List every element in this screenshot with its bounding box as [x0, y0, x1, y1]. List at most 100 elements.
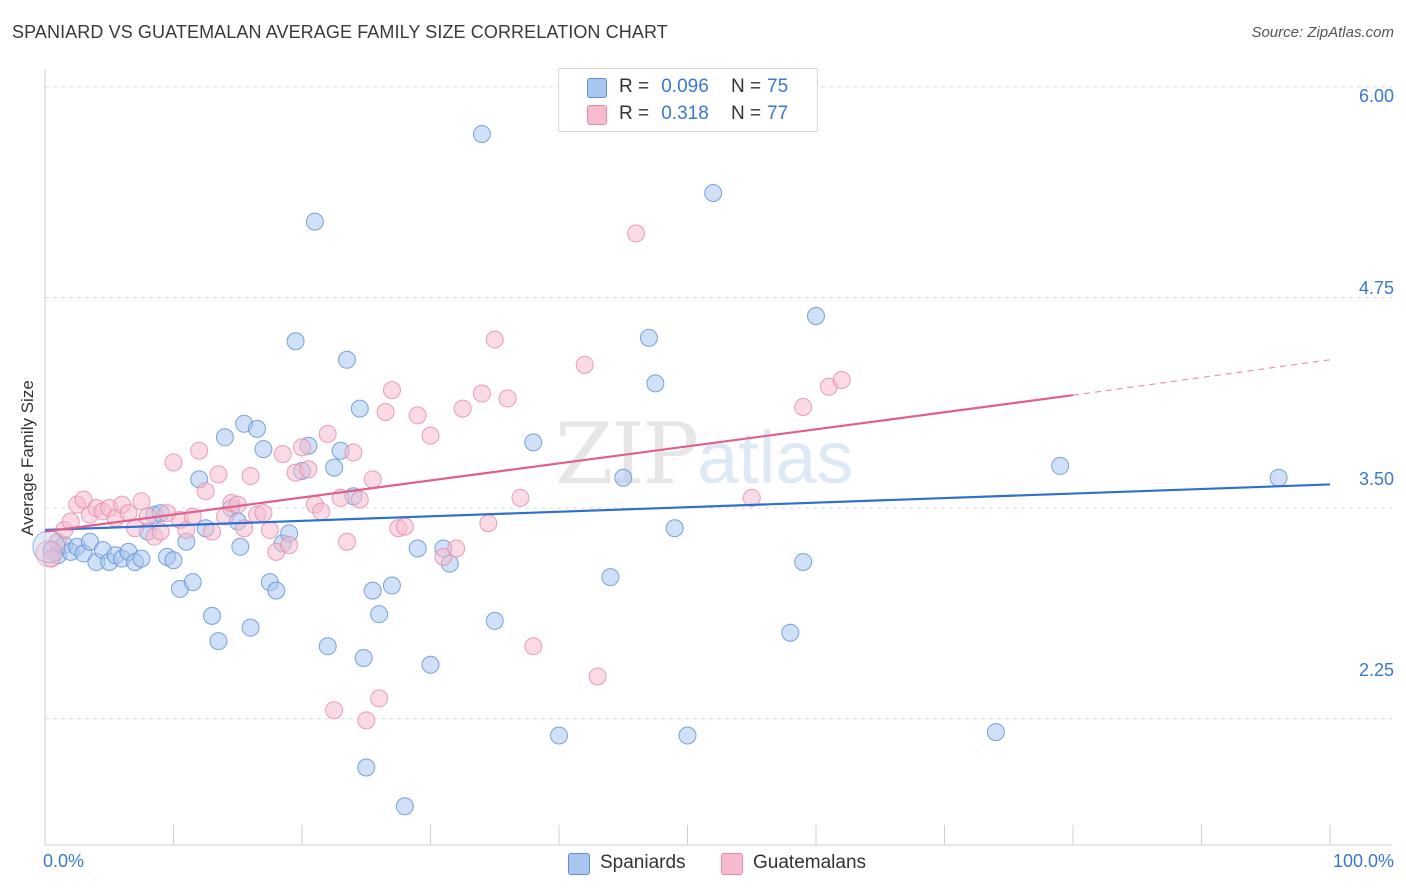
guatemalans-point — [498, 389, 517, 408]
guatemalans-point — [832, 371, 851, 389]
spaniards-point — [472, 125, 491, 144]
y-tick-label-475: 4.75 — [1358, 278, 1394, 298]
spaniards-point — [318, 637, 337, 656]
spaniards-point — [1269, 468, 1288, 487]
x-tick-label-max: 100.0% — [1332, 851, 1394, 871]
guatemalans-point — [408, 406, 427, 425]
watermark: ZIPatlas — [555, 405, 853, 503]
spaniards-point — [241, 618, 260, 637]
spaniards-point — [382, 576, 401, 595]
bottom-legend-swatch-spaniards — [568, 853, 590, 875]
legend-row-guatemalans: R = 0.318 N = 77 — [559, 101, 817, 127]
guatemalans-trend-line — [44, 394, 1074, 533]
legend-swatch-guatemalans — [587, 105, 607, 125]
guatemalans-point — [312, 502, 331, 521]
guatemalans-point — [260, 520, 279, 539]
guatemalans-point — [74, 490, 93, 509]
guatemalans-point — [299, 460, 318, 479]
guatemalans-point — [479, 514, 498, 533]
spaniards-point — [646, 374, 665, 393]
guatemalans-point — [363, 470, 382, 489]
spaniards-point — [209, 632, 228, 651]
guatemalans-point — [794, 397, 813, 416]
spaniards-point — [350, 399, 369, 418]
guatemalans-point — [164, 453, 183, 472]
spaniards-point — [132, 549, 151, 568]
guatemalans-point — [370, 689, 389, 708]
spaniards-point — [248, 419, 267, 438]
guatemalans-point — [421, 426, 440, 445]
legend-n-label: N = — [731, 103, 762, 124]
guatemalans-point — [325, 701, 344, 720]
guatemalans-point-cluster — [35, 540, 63, 568]
guatemalans-point — [337, 532, 356, 551]
guatemalans-point — [293, 438, 311, 457]
spaniards-point — [231, 537, 250, 556]
guatemalans-point — [395, 517, 414, 536]
legend-r-value: 0.096 — [661, 76, 709, 97]
guatemalans-point — [241, 467, 260, 486]
spaniards-point — [1051, 456, 1070, 475]
spaniards-point — [80, 532, 99, 551]
bottom-legend-label-spaniards: Spaniards — [600, 852, 686, 873]
guatemalans-point — [280, 536, 299, 555]
spaniards-point — [794, 552, 813, 571]
spaniards-point — [337, 350, 356, 369]
spaniards-point — [370, 605, 389, 624]
spaniards-point — [267, 581, 286, 600]
chart-title: SPANIARD VS GUATEMALAN AVERAGE FAMILY SI… — [12, 22, 668, 42]
guatemalans-point — [132, 492, 151, 511]
spaniards-point — [639, 328, 658, 347]
guatemalans-trend-extension — [1072, 359, 1331, 396]
legend-r-label: R = — [619, 76, 650, 97]
guatemalans-point — [588, 667, 607, 686]
guatemalans-point — [453, 399, 472, 418]
legend-r-label: R = — [619, 103, 650, 124]
spaniards-point — [254, 440, 273, 459]
guatemalans-point — [434, 547, 453, 566]
spaniards-point — [807, 306, 825, 325]
guatemalans-point — [627, 224, 646, 243]
y-axis-label: Average Family Size — [18, 380, 37, 536]
guatemalans-point — [575, 355, 594, 374]
y-tick-label-6: 6.00 — [1358, 86, 1394, 106]
spaniards-point — [678, 726, 697, 745]
guatemalans-point — [196, 482, 215, 501]
spaniards-point — [550, 726, 568, 745]
legend-r-value: 0.318 — [661, 103, 709, 124]
spaniards-point — [164, 551, 183, 570]
legend: R = 0.096 N = 75 R = 0.318 N = 77 — [558, 68, 818, 132]
y-tick-label-225: 2.25 — [1358, 660, 1394, 680]
spaniards-point — [408, 539, 427, 558]
spaniards-point — [781, 623, 800, 642]
guatemalans-point — [376, 403, 395, 422]
spaniards-point — [286, 332, 305, 351]
guatemalans-point — [254, 504, 273, 523]
guatemalans-point — [318, 424, 337, 443]
spaniards-point — [986, 723, 1005, 742]
legend-n-value: 75 — [767, 76, 789, 97]
guatemalans-point — [447, 539, 466, 558]
legend-n-value: 77 — [767, 103, 789, 124]
guatemalans-point — [357, 711, 376, 730]
guatemalans-point — [125, 519, 144, 538]
spaniards-point — [203, 606, 222, 625]
guatemalans-point — [344, 443, 363, 462]
spaniards-point — [485, 611, 504, 630]
spaniards-point — [601, 568, 620, 587]
spaniards-trend-line — [44, 483, 1331, 532]
spaniards-point — [395, 797, 414, 816]
spaniards-point — [357, 758, 376, 777]
legend-row-spaniards: R = 0.096 N = 75 — [559, 74, 817, 100]
guatemalans-point — [382, 381, 401, 400]
guatemalans-point — [472, 384, 491, 403]
guatemalans-point — [273, 445, 292, 464]
guatemalans-point — [524, 637, 543, 656]
guatemalans-point — [209, 465, 228, 484]
watermark-atlas: atlas — [697, 416, 854, 499]
spaniards-point — [354, 648, 373, 667]
guatemalans-point — [190, 441, 209, 460]
guatemalans-point — [203, 522, 222, 541]
spaniards-point — [614, 468, 633, 487]
guatemalans-point — [511, 488, 530, 507]
